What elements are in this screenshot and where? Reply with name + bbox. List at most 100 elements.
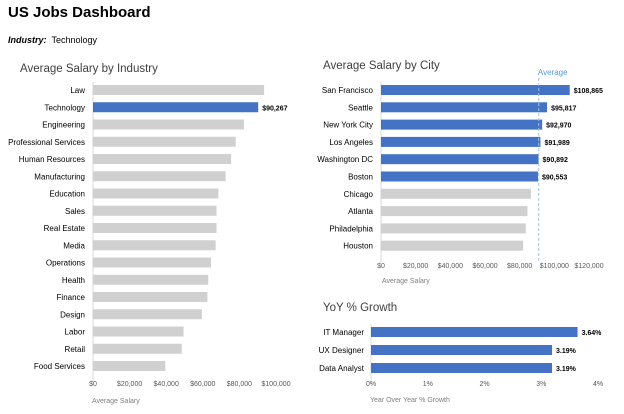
industry-category-label: Food Services [34, 362, 85, 371]
city-category-label: Boston [348, 173, 373, 182]
city-data-label: $90,553 [542, 175, 567, 182]
city-tick-label: $60,000 [472, 263, 497, 270]
city-bar [381, 154, 539, 165]
city-category-label: Chicago [344, 190, 374, 199]
growth-data-label: 3.19% [556, 366, 577, 373]
city-bar [381, 188, 531, 199]
city-data-label: $90,892 [543, 157, 568, 164]
city-bar [381, 223, 526, 234]
industry-tick-label: $40,000 [154, 381, 179, 388]
industry-category-label: Operations [46, 259, 85, 268]
industry-bar [93, 102, 259, 113]
industry-bar [93, 171, 226, 182]
city-tick-label: $100,000 [540, 263, 569, 270]
industry-bar [93, 326, 184, 337]
city-bar [381, 85, 570, 95]
industry-category-label: Education [49, 190, 85, 199]
industry-category-label: Retail [65, 345, 86, 354]
industry-bar [93, 188, 219, 199]
industry-bar [93, 343, 182, 354]
city-bar [381, 171, 538, 182]
city-bar [381, 136, 541, 147]
industry-bar [93, 136, 236, 147]
industry-data-label: $90,267 [262, 105, 287, 112]
city-tick-label: $0 [377, 263, 385, 270]
city-data-label: $108,865 [574, 88, 603, 95]
growth-data-label: 3.19% [556, 348, 577, 355]
industry-filter-value: Technology [51, 35, 98, 45]
industry-category-label: Sales [65, 207, 85, 216]
industry-category-label: Law [70, 86, 85, 95]
growth-bar [371, 327, 578, 337]
city-category-label: Houston [343, 242, 373, 251]
industry-tick-label: $0 [89, 381, 97, 388]
industry-tick-label: $60,000 [190, 381, 215, 388]
city-bar [381, 206, 528, 217]
growth-category-label: UX Designer [319, 346, 365, 355]
city-category-label: Los Angeles [329, 138, 373, 147]
city-category-label: New York City [323, 121, 373, 130]
industry-axis-title: Average Salary [92, 398, 140, 405]
industry-category-label: Design [60, 310, 85, 319]
city-chart-title: Average Salary by City [323, 60, 440, 72]
industry-bar [93, 119, 244, 130]
industry-category-label: Technology [45, 103, 85, 112]
city-bar [381, 119, 543, 130]
growth-tick-label: 1% [423, 381, 433, 388]
city-bar [381, 102, 548, 113]
city-average-label: Average [538, 68, 568, 77]
growth-chart-title: YoY % Growth [323, 302, 398, 314]
city-category-label: San Francisco [322, 86, 374, 95]
industry-bar [93, 292, 208, 302]
industry-filter[interactable]: Industry: Technology [8, 35, 97, 45]
industry-bar [93, 205, 217, 216]
growth-bar [371, 345, 553, 355]
growth-tick-label: 3% [536, 381, 546, 388]
industry-bar [93, 309, 202, 320]
industry-category-label: Professional Services [8, 138, 85, 147]
city-data-label: $91,989 [544, 140, 569, 147]
industry-bar [93, 154, 232, 164]
industry-bar [93, 223, 217, 233]
industry-category-label: Finance [57, 293, 86, 302]
growth-tick-label: 4% [593, 381, 603, 388]
growth-tick-label: 2% [479, 381, 489, 388]
industry-bar [93, 240, 216, 251]
city-category-label: Seattle [348, 103, 373, 112]
city-tick-label: $20,000 [403, 263, 428, 270]
city-bar [381, 240, 524, 251]
growth-axis-title: Year Over Year % Growth [370, 397, 450, 404]
city-category-label: Atlanta [348, 207, 373, 216]
industry-tick-label: $100,000 [261, 381, 290, 388]
growth-category-label: IT Manager [323, 328, 364, 337]
industry-bar [93, 361, 166, 371]
industry-category-label: Human Resources [19, 155, 85, 164]
city-tick-label: $120,000 [574, 263, 603, 270]
growth-tick-label: 0% [366, 381, 376, 388]
city-tick-label: $40,000 [438, 263, 463, 270]
industry-category-label: Engineering [42, 121, 85, 130]
industry-tick-label: $20,000 [117, 381, 142, 388]
city-data-label: $92,970 [546, 123, 571, 130]
growth-data-label: 3.64% [582, 330, 603, 337]
industry-bar [93, 85, 265, 95]
city-category-label: Philadelphia [329, 224, 373, 233]
industry-category-label: Health [62, 276, 85, 285]
industry-chart-title: Average Salary by Industry [20, 63, 158, 75]
city-data-label: $95,817 [551, 105, 576, 112]
industry-tick-label: $80,000 [227, 381, 252, 388]
industry-category-label: Real Estate [44, 224, 86, 233]
city-category-label: Washington DC [317, 155, 373, 164]
industry-category-label: Labor [65, 328, 86, 337]
growth-category-label: Data Analyst [319, 364, 365, 373]
industry-bar [93, 257, 212, 268]
dashboard-title: US Jobs Dashboard [8, 4, 151, 21]
industry-category-label: Media [63, 241, 85, 250]
growth-bar [371, 363, 553, 373]
industry-bar [93, 274, 209, 285]
city-tick-label: $80,000 [507, 263, 532, 270]
industry-filter-label: Industry: [8, 35, 47, 45]
city-axis-title: Average Salary [382, 278, 430, 285]
industry-category-label: Manufacturing [34, 172, 85, 181]
